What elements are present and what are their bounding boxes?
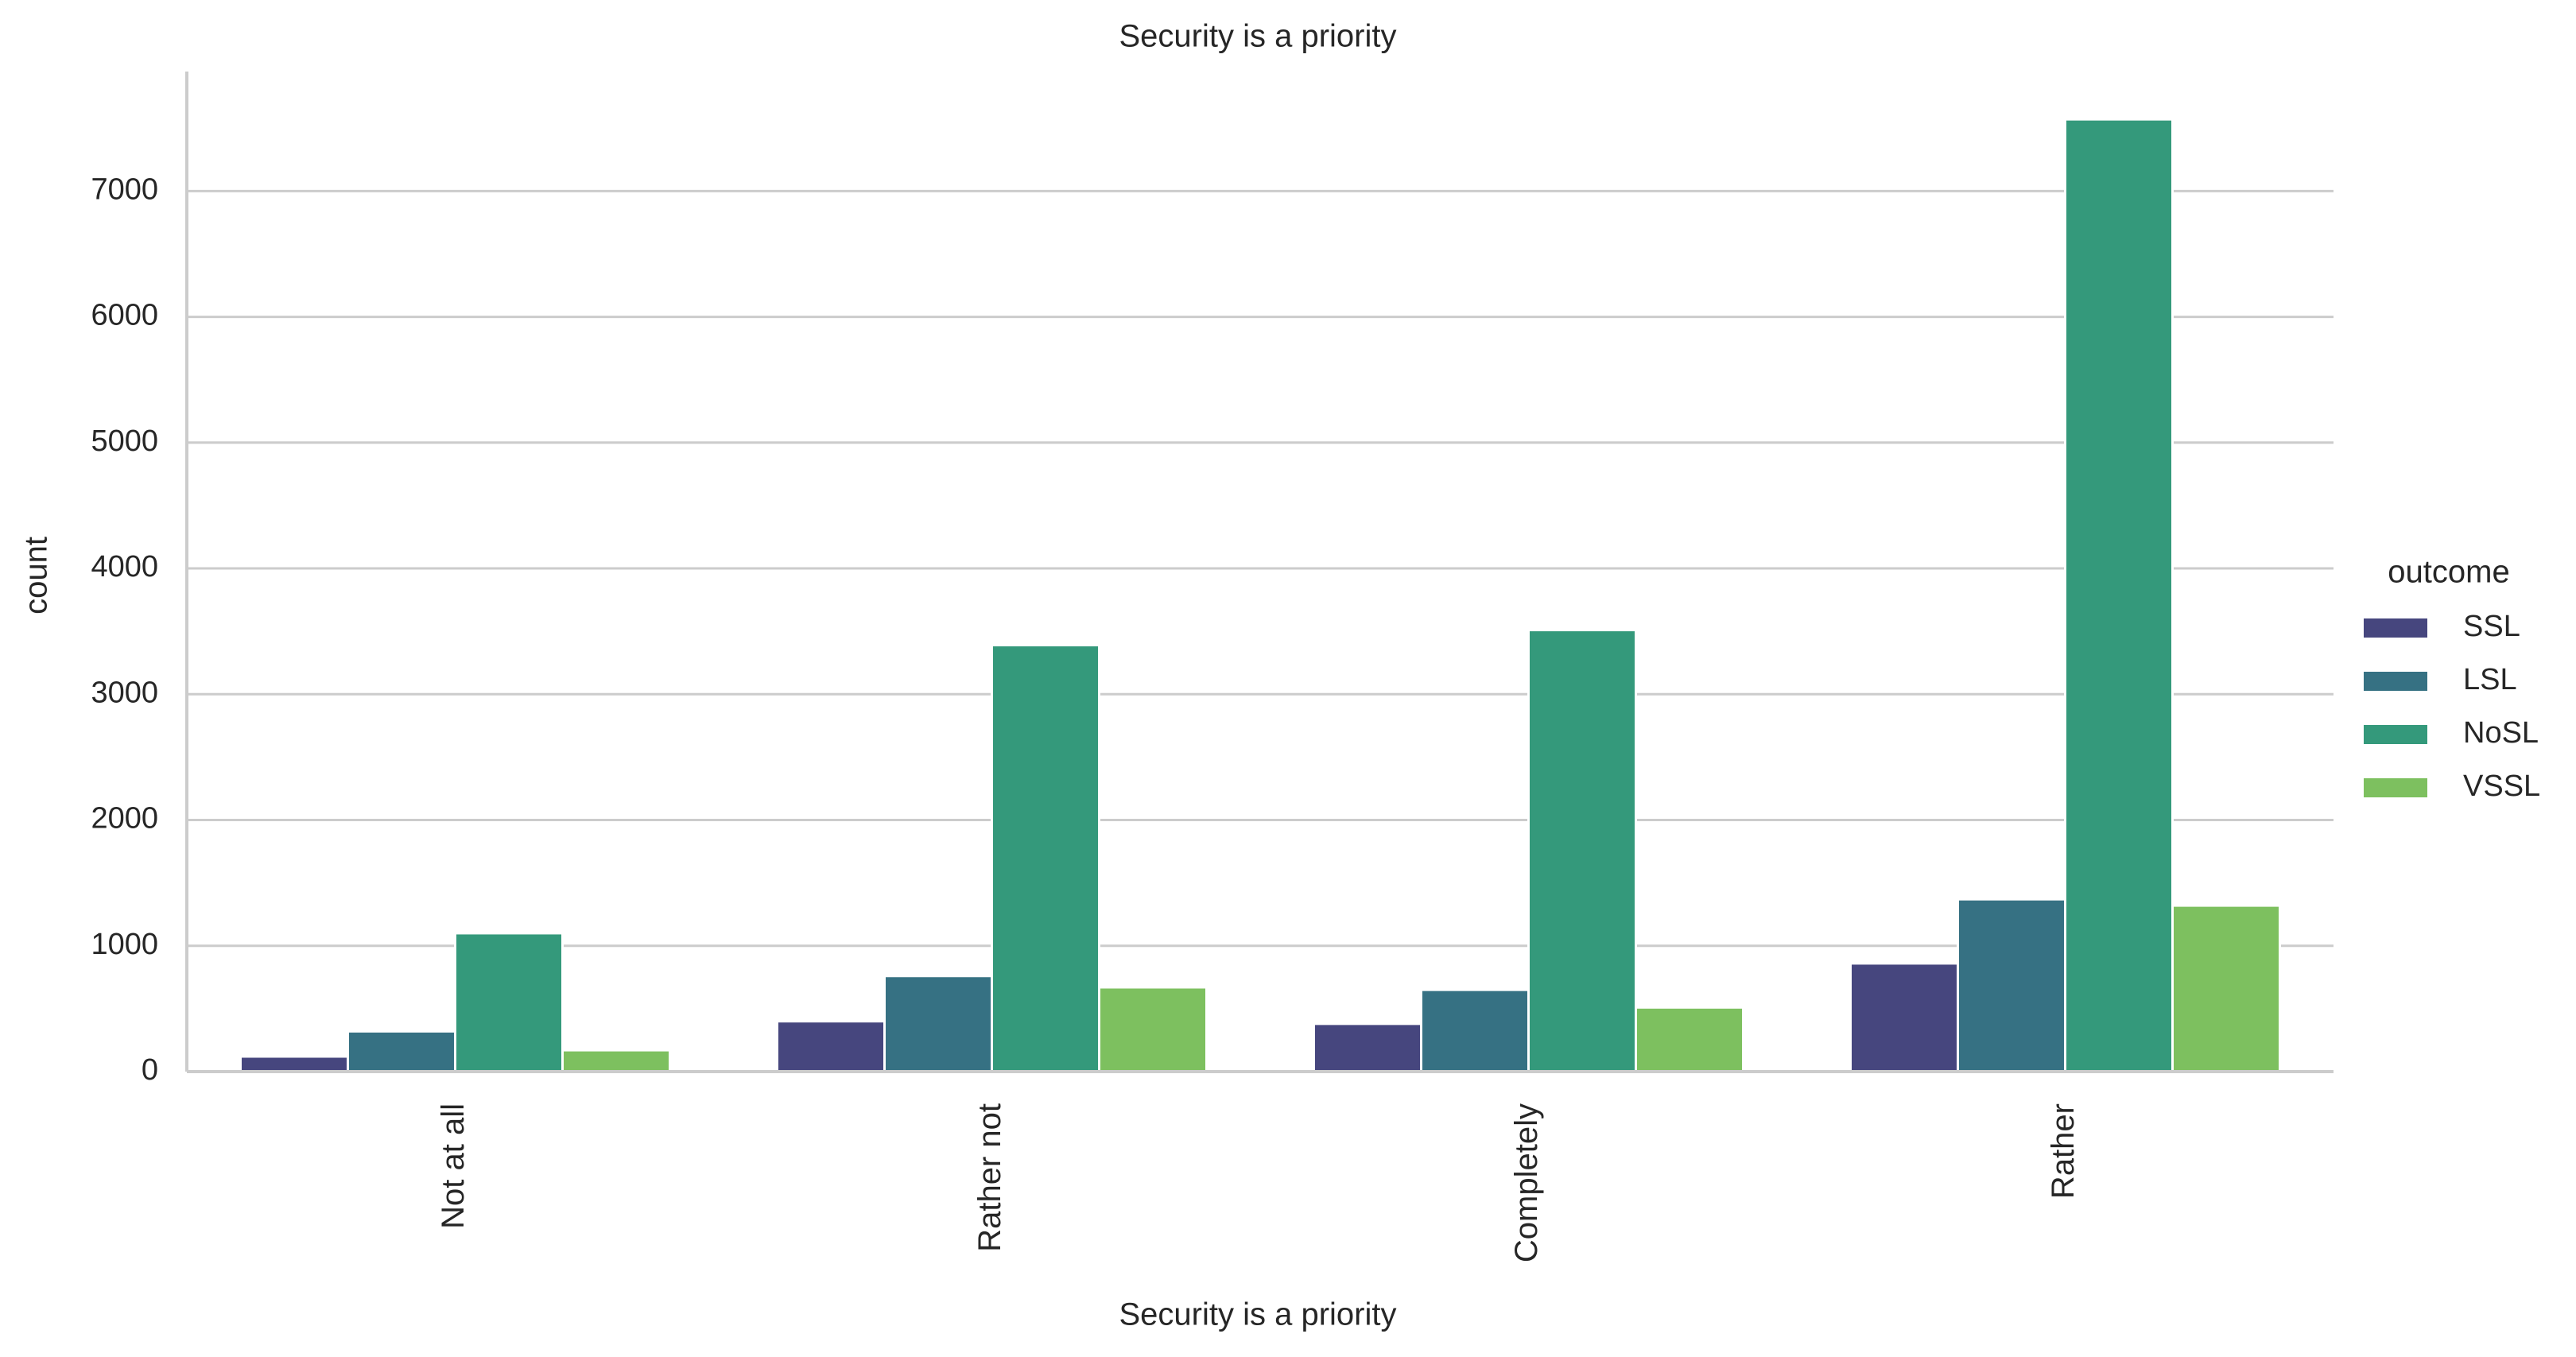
chart-title: Security is a priority <box>1119 19 1397 54</box>
bars <box>239 118 2281 1073</box>
y-tick-label: 3000 <box>91 676 158 709</box>
legend-swatch-nosl <box>2362 723 2429 746</box>
legend-label-lsl: LSL <box>2463 663 2517 696</box>
x-tick-labels: Not at all Rather not Completely Rather <box>436 1103 2081 1262</box>
bar-lsl-completely <box>1420 988 1530 1073</box>
y-tick-label: 2000 <box>91 802 158 836</box>
bar-nosl-completely <box>1527 629 1637 1073</box>
bar-lsl-rather <box>1957 898 2066 1073</box>
bar-ssl-completely <box>1313 1022 1422 1073</box>
y-tick-label: 5000 <box>91 425 158 458</box>
bar-vssl-rather-not <box>1098 986 1208 1073</box>
bar-nosl-not-at-all <box>454 932 564 1073</box>
x-tick-label: Rather not <box>972 1103 1007 1252</box>
x-tick-label: Rather <box>2046 1103 2081 1199</box>
legend-items: SSL LSL NoSL VSSL <box>2362 610 2540 803</box>
axes <box>185 72 2334 1073</box>
legend-swatch-lsl <box>2362 670 2429 692</box>
legend-label-nosl: NoSL <box>2463 716 2539 750</box>
bar-vssl-not-at-all <box>561 1049 671 1073</box>
legend: outcome SSL LSL NoSL VSSL <box>2362 555 2540 803</box>
legend-swatch-vssl <box>2362 777 2429 799</box>
y-tick-label: 7000 <box>91 173 158 206</box>
bar-nosl-rather-not <box>991 644 1100 1073</box>
legend-label-ssl: SSL <box>2463 610 2520 643</box>
y-axis-label: count <box>19 537 54 615</box>
gridlines <box>187 189 2334 948</box>
legend-title: outcome <box>2388 555 2509 590</box>
bar-ssl-not-at-all <box>239 1055 349 1073</box>
bar-lsl-not-at-all <box>347 1029 456 1073</box>
bar-vssl-rather <box>2171 904 2281 1073</box>
legend-swatch-ssl <box>2362 617 2429 639</box>
bar-ssl-rather-not <box>776 1020 886 1073</box>
y-tick-label: 1000 <box>91 928 158 961</box>
y-tick-label: 0 <box>142 1053 158 1087</box>
y-tick-label: 6000 <box>91 299 158 332</box>
bar-lsl-rather-not <box>883 975 993 1073</box>
bar-nosl-rather <box>2064 118 2174 1073</box>
y-tick-label: 4000 <box>91 550 158 584</box>
x-tick-label: Not at all <box>436 1103 471 1229</box>
bar-vssl-completely <box>1635 1006 1744 1073</box>
bar-ssl-rather <box>1849 962 1959 1073</box>
y-tick-labels: 0 1000 2000 3000 4000 5000 6000 7000 <box>91 173 158 1087</box>
x-tick-label: Completely <box>1509 1103 1544 1262</box>
legend-label-vssl: VSSL <box>2463 770 2540 803</box>
x-axis-label: Security is a priority <box>1119 1297 1397 1332</box>
